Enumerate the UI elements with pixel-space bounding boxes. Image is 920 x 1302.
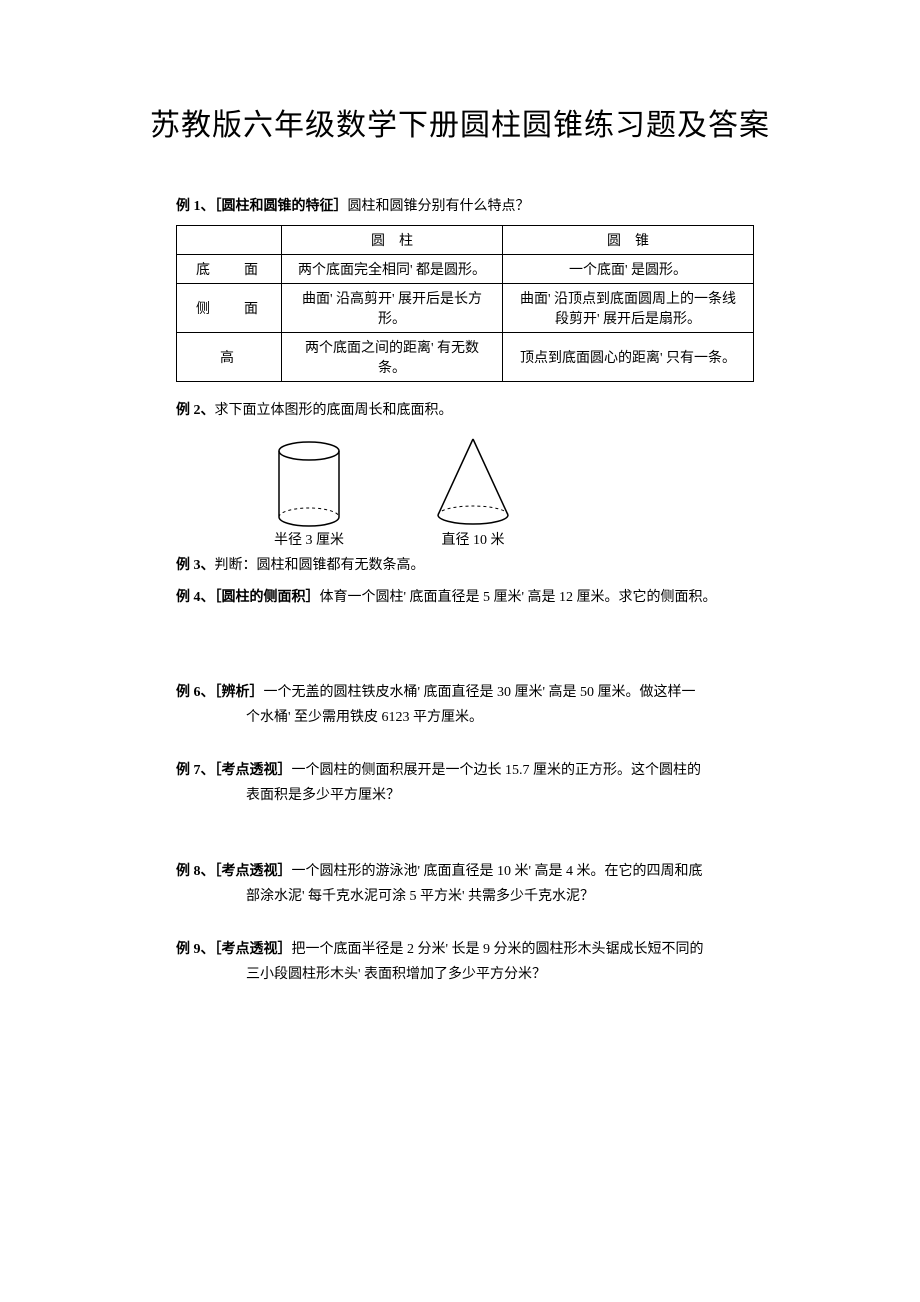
table-row: 侧 面 曲面' 沿高剪开' 展开后是长方形。 曲面' 沿顶点到底面圆周上的一条线… xyxy=(177,284,754,333)
ex4-line: 例 4、［圆柱的侧面积］体育一个圆柱' 底面直径是 5 厘米' 高是 12 厘米… xyxy=(120,585,800,610)
ex2-line: 例 2、求下面立体图形的底面周长和底面积。 xyxy=(120,398,800,423)
ex6-label: 例 6、［辨析］ xyxy=(176,685,264,700)
ex8-prompt: 一个圆柱形的游泳池' 底面直径是 10 米' 高是 4 米。在它的四周和底 xyxy=(292,864,703,879)
cell: 两个底面之间的距离' 有无数条。 xyxy=(282,333,503,382)
ex9-line: 例 9、［考点透视］把一个底面半径是 2 分米' 长是 9 分米的圆柱形木头锯成… xyxy=(120,937,800,962)
cone-icon xyxy=(428,433,518,529)
ex3-line: 例 3、判断：圆柱和圆锥都有无数条高。 xyxy=(120,553,800,578)
cell: 两个底面完全相同' 都是圆形。 xyxy=(282,255,503,284)
cell: 曲面' 沿高剪开' 展开后是长方形。 xyxy=(282,284,503,333)
th-blank xyxy=(177,226,282,255)
row-head-base: 底 面 xyxy=(177,255,282,284)
ex3-prompt: 判断：圆柱和圆锥都有无数条高。 xyxy=(215,558,425,573)
ex8-cont: 部涂水泥' 每千克水泥可涂 5 平方米' 共需多少千克水泥？ xyxy=(120,884,800,909)
ex6-prompt: 一个无盖的圆柱铁皮水桶' 底面直径是 30 厘米' 高是 50 厘米。做这样一 xyxy=(264,685,696,700)
figures-row: 半径 3 厘米 直径 10 米 xyxy=(270,433,800,549)
ex1-prompt: 圆柱和圆锥分别有什么特点？ xyxy=(348,199,530,214)
feature-table: 圆 柱 圆 锥 底 面 两个底面完全相同' 都是圆形。 一个底面' 是圆形。 侧… xyxy=(176,225,754,382)
ex8-label: 例 8、［考点透视］ xyxy=(176,864,292,879)
ex7-line: 例 7、［考点透视］一个圆柱的侧面积展开是一个边长 15.7 厘米的正方形。这个… xyxy=(120,758,800,783)
ex1-label: 例 1、［圆柱和圆锥的特征］ xyxy=(176,199,348,214)
ex9-cont: 三小段圆柱形木头' 表面积增加了多少平方分米？ xyxy=(120,962,800,987)
cone-figure: 直径 10 米 xyxy=(428,433,518,549)
ex4-prompt: 体育一个圆柱' 底面直径是 5 厘米' 高是 12 厘米。求它的侧面积。 xyxy=(320,590,717,605)
th-cylinder: 圆 柱 xyxy=(282,226,503,255)
row-head-side: 侧 面 xyxy=(177,284,282,333)
cell: 曲面' 沿顶点到底面圆周上的一条线段剪开' 展开后是扇形。 xyxy=(503,284,754,333)
ex6-cont: 个水桶' 至少需用铁皮 6123 平方厘米。 xyxy=(120,705,800,730)
ex8-line: 例 8、［考点透视］一个圆柱形的游泳池' 底面直径是 10 米' 高是 4 米。… xyxy=(120,859,800,884)
ex6-line: 例 6、［辨析］一个无盖的圆柱铁皮水桶' 底面直径是 30 厘米' 高是 50 … xyxy=(120,680,800,705)
cell: 顶点到底面圆心的距离' 只有一条。 xyxy=(503,333,754,382)
cylinder-icon xyxy=(270,439,348,529)
ex4-label: 例 4、［圆柱的侧面积］ xyxy=(176,590,320,605)
row-head-height: 高 xyxy=(177,333,282,382)
ex7-prompt: 一个圆柱的侧面积展开是一个边长 15.7 厘米的正方形。这个圆柱的 xyxy=(292,763,702,778)
ex2-label: 例 2、 xyxy=(176,403,215,418)
ex9-label: 例 9、［考点透视］ xyxy=(176,942,292,957)
ex7-label: 例 7、［考点透视］ xyxy=(176,763,292,778)
table-row: 高 两个底面之间的距离' 有无数条。 顶点到底面圆心的距离' 只有一条。 xyxy=(177,333,754,382)
cylinder-figure: 半径 3 厘米 xyxy=(270,439,348,549)
cylinder-caption: 半径 3 厘米 xyxy=(274,529,344,549)
table-row: 底 面 两个底面完全相同' 都是圆形。 一个底面' 是圆形。 xyxy=(177,255,754,284)
ex3-label: 例 3、 xyxy=(176,558,215,573)
ex2-prompt: 求下面立体图形的底面周长和底面积。 xyxy=(215,403,453,418)
table-header-row: 圆 柱 圆 锥 xyxy=(177,226,754,255)
cone-caption: 直径 10 米 xyxy=(442,529,505,549)
page-title: 苏教版六年级数学下册圆柱圆锥练习题及答案 xyxy=(120,100,800,144)
th-cone: 圆 锥 xyxy=(503,226,754,255)
ex9-prompt: 把一个底面半径是 2 分米' 长是 9 分米的圆柱形木头锯成长短不同的 xyxy=(292,942,704,957)
ex1-line: 例 1、［圆柱和圆锥的特征］圆柱和圆锥分别有什么特点？ xyxy=(120,194,800,219)
ex7-cont: 表面积是多少平方厘米？ xyxy=(120,783,800,808)
cell: 一个底面' 是圆形。 xyxy=(503,255,754,284)
